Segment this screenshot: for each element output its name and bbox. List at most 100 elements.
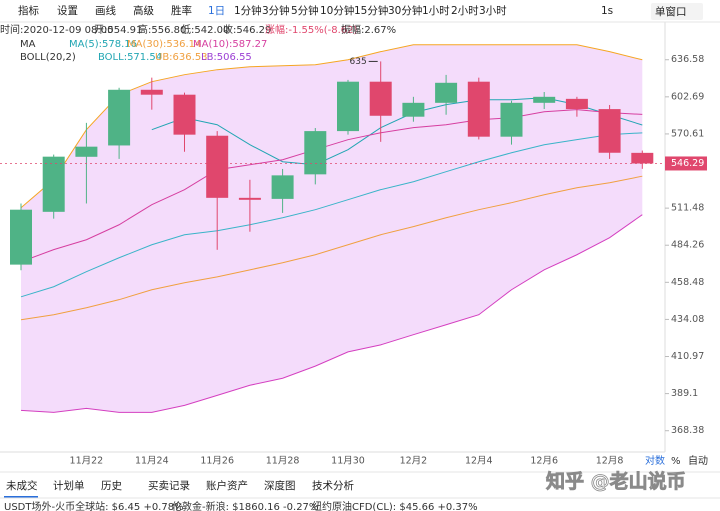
info-high: 高:556.80	[138, 23, 186, 36]
ticker: 伦敦金-新浪: $1860.16 -0.27%	[172, 500, 318, 511]
candle-body	[304, 131, 327, 175]
period[interactable]: 1分钟	[234, 4, 262, 17]
axis-option[interactable]: %	[671, 456, 681, 467]
boll-label: BOLL(20,2)	[20, 52, 76, 63]
tool[interactable]: 高级	[133, 4, 154, 17]
y-tick-label: 389.1	[671, 388, 698, 399]
candle-body	[435, 82, 458, 103]
x-tick-label: 11月30	[331, 456, 365, 467]
candle-body	[467, 81, 490, 137]
ma-item: MA(10):587.27	[193, 39, 267, 50]
ma-item: MA(5):578.16	[69, 39, 137, 50]
period[interactable]: 1小时	[422, 5, 450, 17]
ticker-strip: USDT场外-火币全球站: $6.45 +0.78% 伦敦金-新浪: $1860…	[4, 500, 478, 511]
plot: 636.58 602.69 570.61 511.48 484.26 458.48 434.…	[0, 22, 707, 467]
axis-option[interactable]: 对数	[645, 454, 665, 467]
tab[interactable]: 账户资产	[206, 479, 248, 492]
candle-body	[238, 197, 261, 200]
y-tick-label: 410.97	[671, 351, 704, 362]
candle-body	[75, 146, 98, 157]
x-tick-label: 12月8	[596, 456, 624, 467]
last-price-label: 546.29	[671, 158, 704, 169]
candle-body	[42, 156, 65, 212]
watermark: 知乎 @老山说币	[546, 470, 686, 493]
y-tick-label: 602.69	[671, 91, 704, 102]
candle-body	[140, 89, 163, 95]
indicator-line	[20, 175, 643, 321]
candle-body	[402, 102, 425, 117]
info-time: 时间:2020-12-09 08:00	[0, 23, 113, 36]
ma-item: MA(30):536.14	[127, 39, 201, 50]
period[interactable]: 30分钟	[388, 4, 422, 17]
ticker: 纽约原油CFD(CL): $45.66 +0.37%	[312, 500, 478, 511]
window-button[interactable]	[651, 3, 703, 20]
indicator-line	[20, 132, 643, 298]
x-tick-label: 11月26	[200, 456, 234, 467]
x-tick-label: 12月4	[465, 456, 493, 467]
period[interactable]: 3分钟	[262, 4, 290, 17]
toolbar: 指标 设置 画线 高级 胜率 1日 1分钟 3分钟 5分钟 10分钟 15分钟 …	[18, 3, 703, 20]
info-close: 收:546.29	[223, 23, 271, 36]
y-tick-label: 570.61	[671, 128, 704, 139]
candle-body	[631, 152, 654, 164]
candle-body	[565, 98, 588, 110]
info-bar: 时间:2020-12-09 08:00 开:554.91 高:556.80 低:…	[0, 23, 396, 63]
candle-body	[500, 102, 523, 137]
high-annotation: 635	[350, 57, 367, 67]
y-tick-label: 636.58	[671, 54, 704, 65]
boll-item: BOLL:571.54	[98, 52, 162, 63]
x-tick-label: 11月22	[70, 456, 104, 467]
x-tick-label: 12月2	[400, 456, 428, 467]
x-tick-label: 12月6	[530, 456, 558, 467]
tabs: 未成交 计划单 历史 买卖记录 账户资产 深度图 技术分析	[4, 479, 354, 498]
candle-body	[533, 96, 556, 103]
candle-body	[108, 89, 131, 146]
tool[interactable]: 画线	[95, 4, 116, 17]
tool[interactable]: 胜率	[171, 4, 192, 17]
ma-label: MA	[20, 39, 36, 50]
indicator-line	[20, 109, 643, 263]
boll-item: LB:506.55	[201, 52, 252, 63]
indicator-line	[20, 214, 643, 413]
boll-item: UB:636.53	[155, 52, 208, 63]
candle-body	[271, 175, 294, 199]
info-low: 低:542.00	[181, 23, 229, 36]
tab[interactable]: 技术分析	[312, 479, 354, 492]
ticker: USDT场外-火币全球站: $6.45 +0.78%	[4, 500, 184, 511]
tab[interactable]: 深度图	[264, 479, 296, 492]
info-open: 开:554.91	[94, 25, 142, 36]
window-label[interactable]: 单窗口	[655, 5, 687, 18]
candle-body	[173, 94, 196, 135]
y-tick-label: 368.38	[671, 425, 704, 436]
tab[interactable]: 未成交	[6, 479, 38, 492]
last-price-box	[665, 156, 707, 171]
period[interactable]: 15分钟	[354, 4, 388, 17]
tool[interactable]: 指标	[18, 4, 39, 17]
period[interactable]: 3小时	[479, 5, 507, 17]
period[interactable]: 10分钟	[320, 4, 354, 17]
period[interactable]: 2小时	[451, 5, 479, 17]
tab[interactable]: 历史	[101, 480, 122, 492]
candle-body	[337, 81, 359, 132]
candle-body	[598, 109, 621, 153]
y-tick-label: 484.26	[671, 240, 704, 251]
tab[interactable]: 买卖记录	[148, 480, 190, 492]
tab[interactable]: 计划单	[53, 479, 85, 492]
info-amplitude: 振幅:2.67%	[341, 23, 396, 36]
info-change: 涨幅:-1.55%(-8.62)	[265, 23, 358, 36]
period[interactable]: 1日	[208, 5, 225, 17]
indicator-line	[151, 97, 643, 166]
tool[interactable]: 设置	[57, 5, 78, 17]
axis-option[interactable]: 自动	[688, 454, 708, 467]
candle-body	[369, 81, 392, 116]
period[interactable]: 5分钟	[291, 4, 319, 17]
candle-body	[206, 135, 229, 198]
x-tick-label: 11月28	[266, 456, 300, 467]
speed[interactable]: 1s	[601, 5, 613, 17]
x-tick-label: 11月24	[135, 456, 169, 467]
y-tick-label: 511.48	[671, 203, 704, 214]
y-tick-label: 434.08	[671, 314, 704, 325]
y-tick-label: 458.48	[671, 277, 704, 288]
candle-body	[10, 209, 32, 265]
